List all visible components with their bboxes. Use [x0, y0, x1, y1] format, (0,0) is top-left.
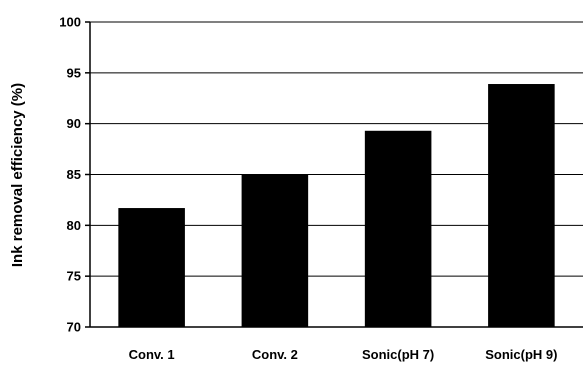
y-tick-label: 90 [67, 116, 81, 131]
y-tick-label: 85 [67, 167, 81, 182]
x-category-label: Sonic(pH 9) [485, 347, 557, 362]
x-category-label: Conv. 2 [252, 347, 298, 362]
y-tick-labels: 70 75 80 85 90 95 100 [59, 15, 90, 335]
bar [241, 174, 309, 327]
bar [118, 208, 185, 327]
y-tick-label: 95 [67, 65, 81, 80]
bar [364, 130, 432, 327]
y-tick-label: 75 [67, 269, 81, 284]
x-category-label: Sonic(pH 7) [362, 347, 434, 362]
bars [118, 84, 555, 328]
y-tick-label: 80 [67, 218, 81, 233]
x-category-labels: Conv. 1 Conv. 2 Sonic(pH 7) Sonic(pH 9) [129, 347, 558, 362]
y-tick-label: 100 [59, 15, 81, 30]
x-category-label: Conv. 1 [129, 347, 175, 362]
bar [488, 84, 555, 328]
y-tick-label: 70 [67, 320, 81, 335]
y-axis-title: Ink removal efficiency (%) [9, 83, 26, 267]
